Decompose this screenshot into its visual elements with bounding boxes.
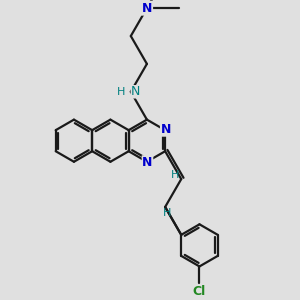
Text: N: N [131, 85, 140, 98]
Text: H: H [117, 87, 125, 97]
Text: N: N [160, 123, 171, 136]
Text: Cl: Cl [193, 285, 206, 298]
Text: H: H [162, 208, 171, 218]
Text: N: N [142, 156, 153, 169]
Text: H: H [171, 170, 179, 180]
Text: N: N [142, 2, 152, 15]
